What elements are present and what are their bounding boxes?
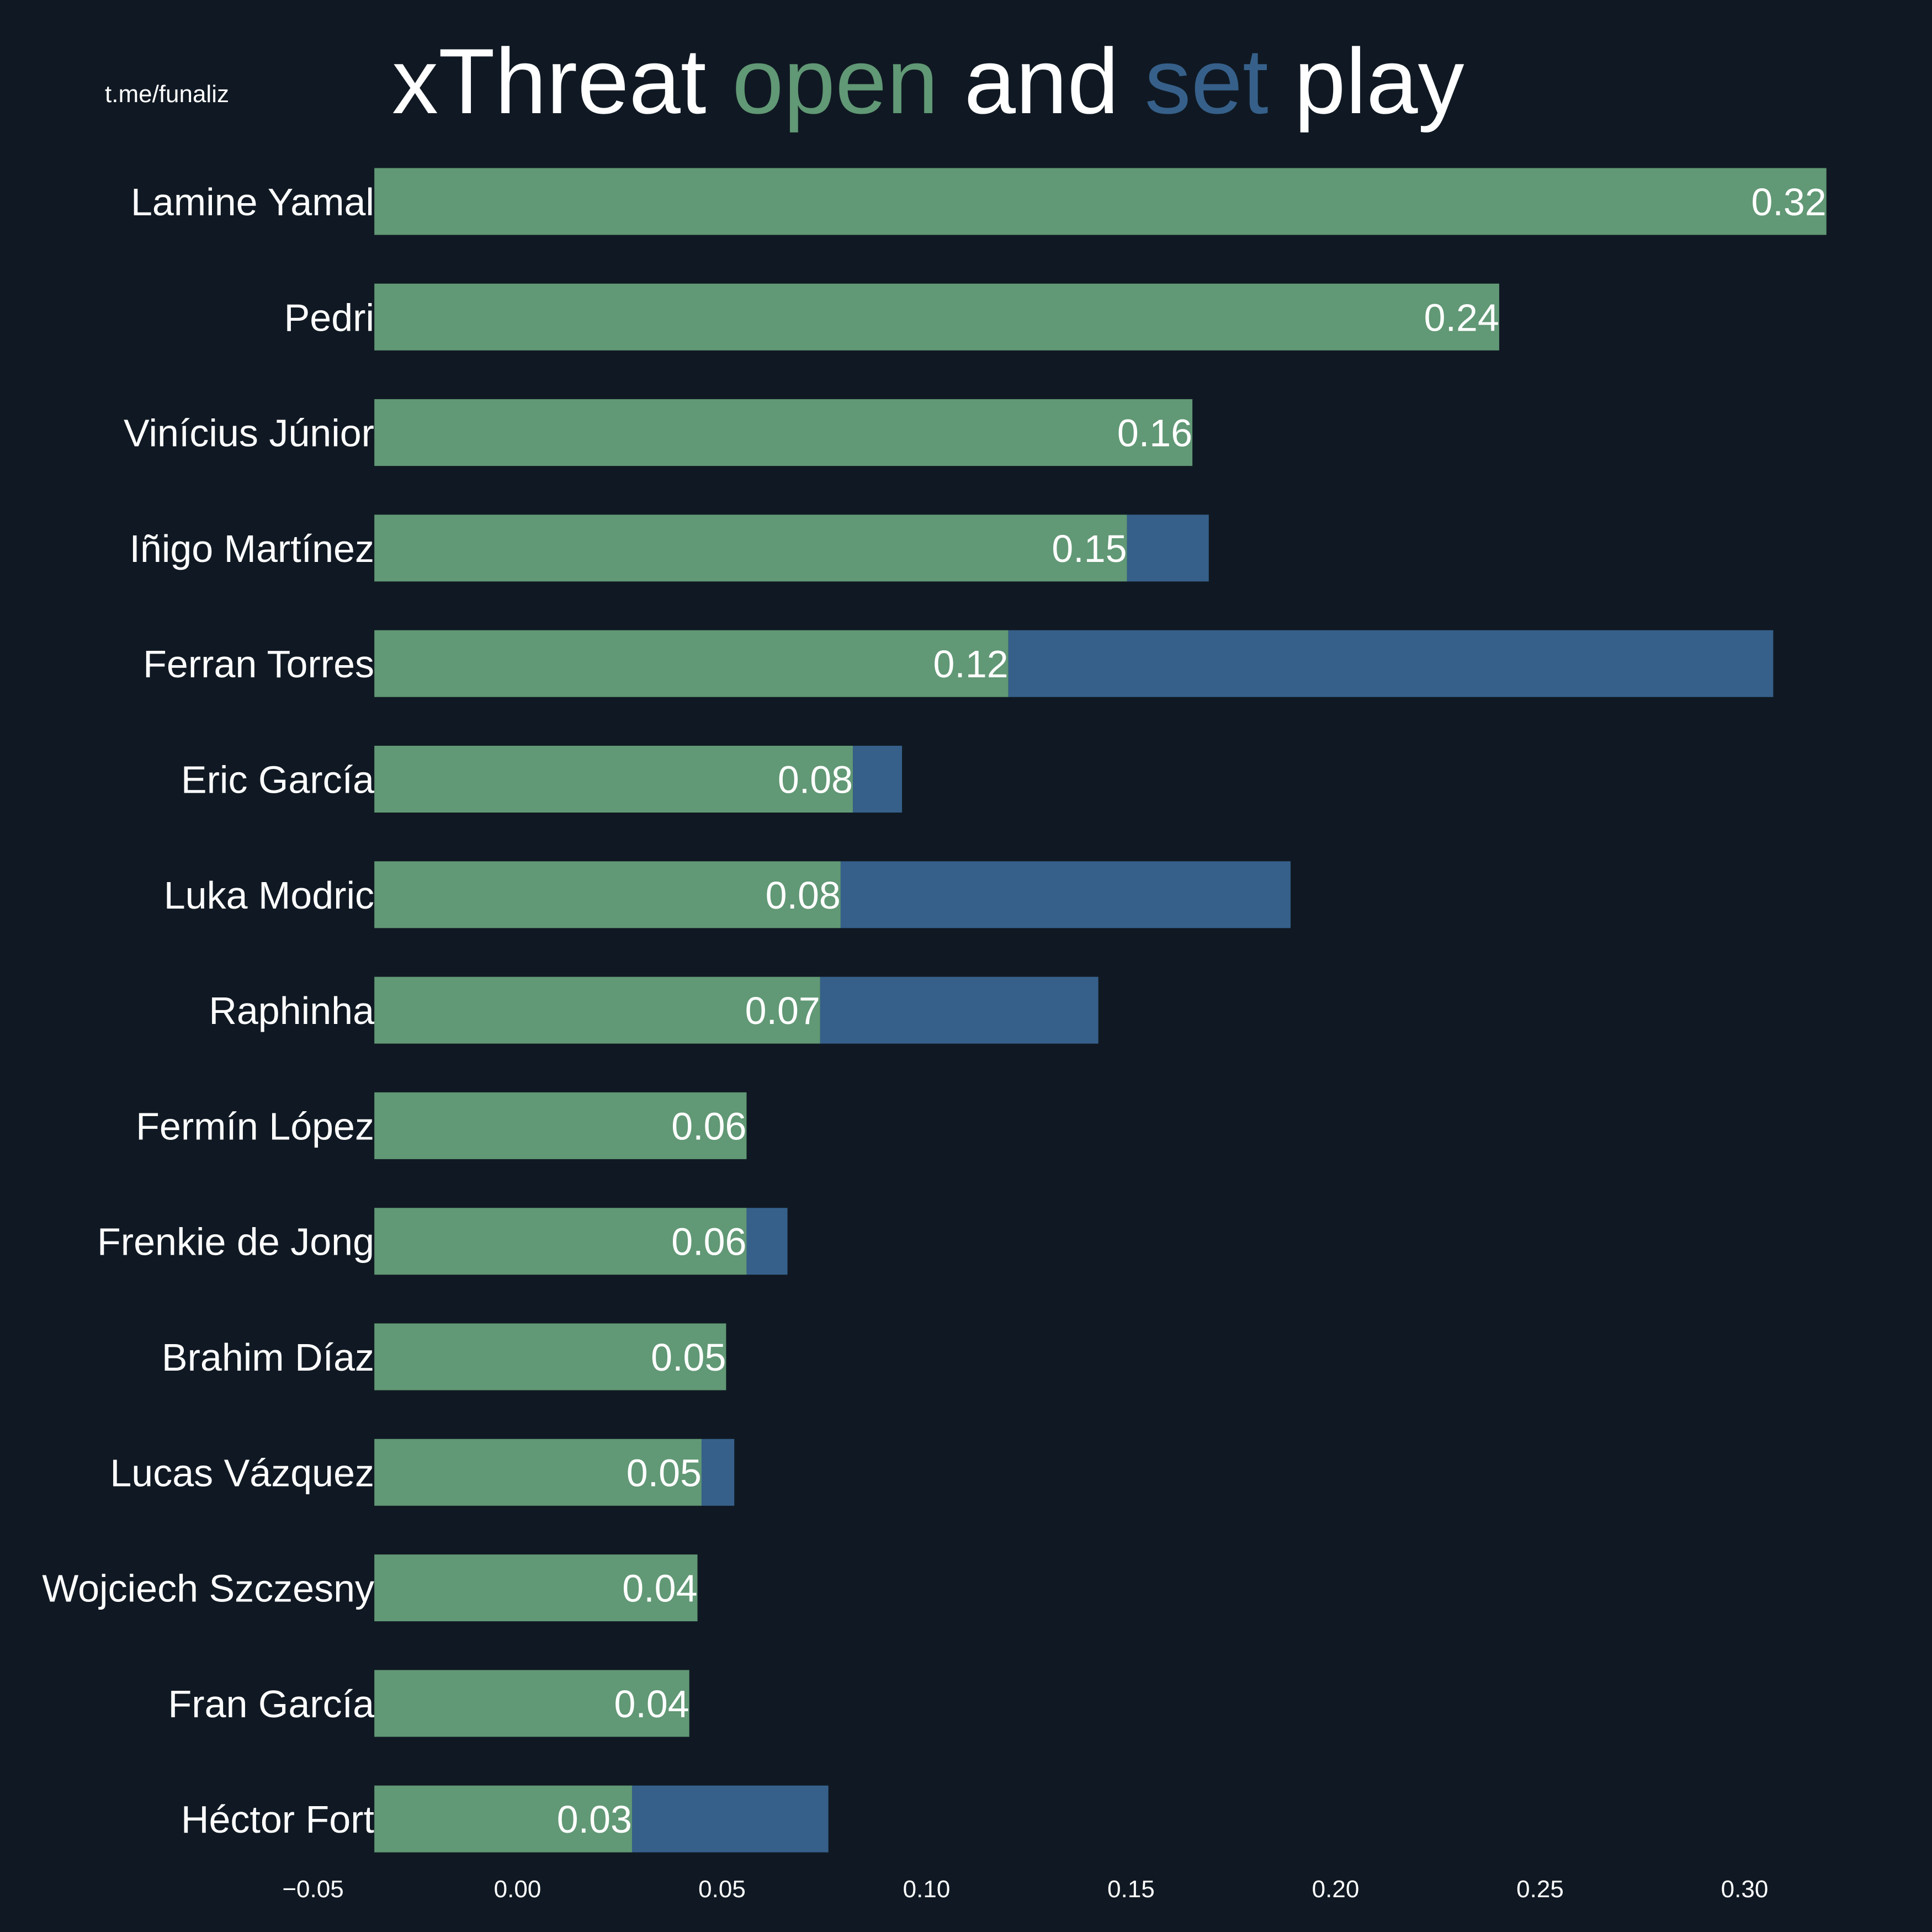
bar-open-pedri [374,283,1499,351]
category-label: Ferran Torres [143,643,374,686]
data-label: 0.08 [766,874,841,917]
bar-set-luka-modric [840,861,1291,928]
x-tick-label: 0.15 [1107,1876,1155,1903]
category-label: Iñigo Martínez [129,527,374,570]
data-label: 0.04 [614,1682,689,1726]
bar-open-inigo-martinez [374,514,1127,582]
data-label: 0.05 [627,1451,702,1494]
category-label: Brahim Díaz [162,1336,374,1379]
data-label: 0.12 [933,643,1008,686]
category-label: Vinícius Júnior [124,412,374,455]
data-label: 0.07 [745,989,820,1032]
x-tick-label: 0.05 [698,1876,746,1903]
bar-open-hector-fort [374,1785,632,1853]
bar-open-brahim-diaz [374,1323,726,1390]
x-tick-label: 0.30 [1721,1876,1769,1903]
category-label: Fermín López [136,1105,374,1148]
data-label: 0.03 [557,1798,632,1841]
bar-set-eric-garcia [853,746,903,813]
title-part-xthreat: xThreat [392,29,732,133]
title-part-set: set [1145,29,1268,133]
bar-open-luka-modric [374,861,841,928]
title-part-and: and [938,29,1145,133]
bar-open-frenkie-de-jong [374,1208,747,1275]
x-tick-label: 0.10 [903,1876,951,1903]
data-label: 0.06 [671,1105,746,1148]
bar-set-hector-fort [631,1785,829,1853]
category-label: Frenkie de Jong [97,1220,374,1264]
category-label: Pedri [284,296,374,339]
category-label: Wojciech Szczesny [42,1567,374,1610]
bar-set-ferran-torres [1008,630,1774,697]
data-label: 0.32 [1751,181,1826,224]
bar-open-vinicius-junior [374,399,1193,466]
data-label: 0.08 [778,758,853,802]
category-label: Luka Modric [164,874,374,917]
bar-open-fran-garcia [374,1670,689,1737]
bar-set-lucas-vazquez [701,1439,735,1506]
data-label: 0.15 [1052,527,1127,570]
x-tick-label: 0.20 [1312,1876,1360,1903]
category-label: Raphinha [209,989,374,1032]
bar-open-lamine-yamal [374,168,1827,235]
title-part-play: play [1268,29,1464,133]
category-label: Lucas Vázquez [110,1451,374,1494]
data-label: 0.05 [651,1336,726,1379]
x-tick-label: −0.05 [282,1876,343,1903]
bar-set-frenkie-de-jong [746,1208,788,1275]
category-label: Fran García [168,1682,375,1726]
labels-group: Lamine Yamal 0.32 Pedri 0.24 Vinícius Júnior… [42,181,1826,1841]
data-label: 0.06 [671,1220,746,1264]
bar-open-raphinha [374,976,820,1044]
x-axis-ticks: −0.05 0.00 0.05 0.10 0.15 0.20 0.25 0.30 [282,1876,1768,1903]
bar-open-wojciech-szczesny [374,1554,698,1622]
category-label: Lamine Yamal [131,181,374,224]
bar-set-inigo-martinez [1127,514,1209,582]
category-label: Eric García [181,758,374,802]
chart-title: xThreat open and set play [392,29,1464,133]
title-part-open: open [732,29,938,133]
bar-open-fermin-lopez [374,1092,747,1159]
bar-open-eric-garcia [374,746,853,813]
x-tick-label: 0.25 [1516,1876,1564,1903]
bar-open-ferran-torres [374,630,1009,697]
watermark: t.me/funaliz [105,81,229,108]
category-label: Héctor Fort [181,1798,374,1841]
bars-group [374,168,1827,1853]
bar-set-raphinha [820,976,1098,1044]
data-label: 0.24 [1424,296,1499,339]
data-label: 0.16 [1117,412,1192,455]
bar-open-lucas-vazquez [374,1439,702,1506]
data-label: 0.04 [622,1567,697,1610]
x-tick-label: 0.00 [494,1876,542,1903]
